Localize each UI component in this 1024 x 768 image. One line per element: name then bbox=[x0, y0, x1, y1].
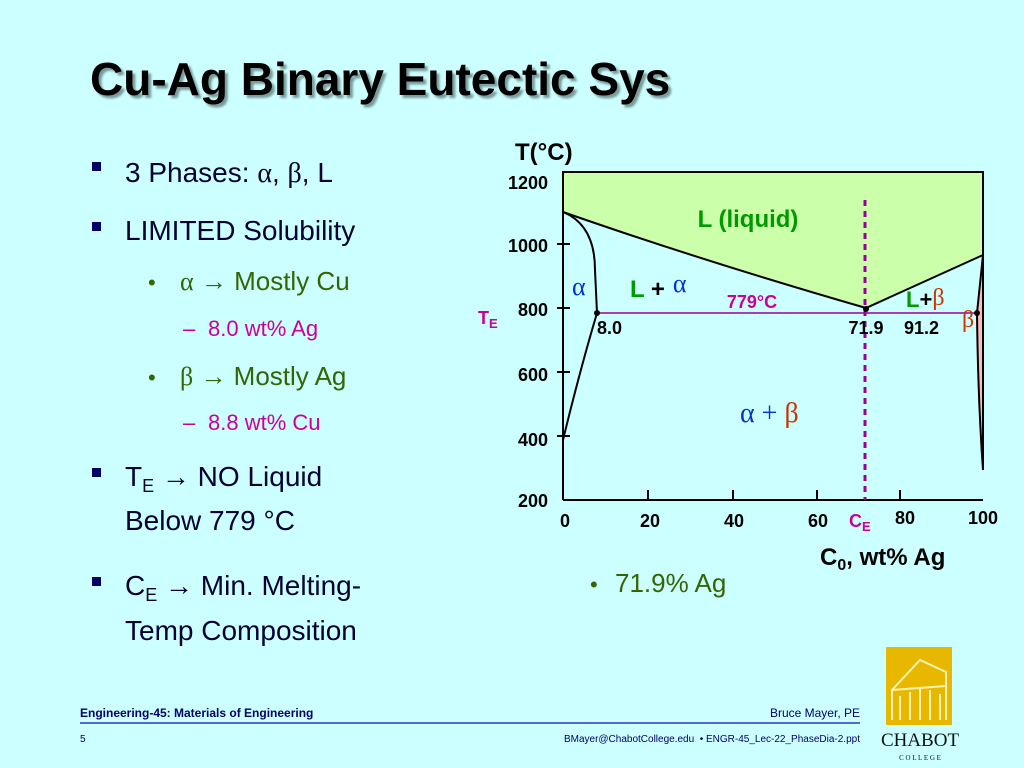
x-label: C0, wt% Ag bbox=[820, 544, 945, 574]
axis-frame bbox=[562, 171, 984, 500]
logo-building bbox=[891, 658, 947, 720]
beta-boundary bbox=[975, 254, 984, 471]
title: Cu-Ag Binary Eutectic Sys bbox=[90, 53, 670, 105]
bullet-square bbox=[92, 468, 101, 477]
eutectic-temp: 779°C bbox=[727, 292, 777, 312]
x-tick-label: 80 bbox=[895, 508, 915, 528]
y-label: T(°C) bbox=[515, 139, 573, 166]
y-tick-label: 600 bbox=[518, 365, 548, 385]
bullet-text: LIMITED Solubility bbox=[125, 215, 355, 246]
sub-bullet: • bbox=[590, 572, 598, 597]
region-label: α + β bbox=[740, 398, 799, 429]
x-tick-label: 100 bbox=[968, 508, 998, 528]
bullet-text: CE → Min. Melting- bbox=[125, 570, 361, 605]
bullets: 3 Phases: α, β, L LIMITED Solubility • α… bbox=[92, 157, 726, 646]
y-tick-label: 1200 bbox=[508, 173, 548, 193]
bullet-text: β → Mostly Ag bbox=[180, 361, 346, 391]
x-tick-label: 40 bbox=[724, 511, 744, 531]
beta-region bbox=[977, 255, 983, 470]
bullet-square bbox=[92, 577, 101, 586]
point bbox=[863, 306, 869, 312]
bullet-square bbox=[92, 162, 101, 171]
point-label: 8.0 bbox=[597, 318, 622, 338]
x-tick-label: 0 bbox=[560, 511, 570, 531]
y-tick-label: 800 bbox=[518, 300, 548, 320]
y-tick-label: 400 bbox=[518, 430, 548, 450]
x-ticks bbox=[647, 490, 901, 500]
liquidus bbox=[562, 211, 984, 310]
bullet-text: Temp Composition bbox=[125, 615, 357, 646]
bullet-text: TE → NO Liquid bbox=[125, 461, 322, 496]
x-tick-label: 60 bbox=[808, 511, 828, 531]
bullet-text: 3 Phases: α, β, L bbox=[125, 157, 333, 189]
region-label: β bbox=[962, 307, 974, 333]
liquid-region bbox=[563, 172, 983, 308]
point-label: 91.2 bbox=[904, 318, 939, 338]
alpha-solidus bbox=[562, 211, 598, 314]
bullet-text: 8.8 wt% Cu bbox=[208, 410, 321, 435]
point-label: 71.9 bbox=[848, 318, 883, 338]
point bbox=[974, 310, 980, 316]
logo-subtext: C O L L E G E bbox=[899, 754, 941, 762]
region-label: α bbox=[572, 272, 586, 301]
footer-course: Engineering-45: Materials of Engineering bbox=[80, 706, 313, 720]
te-label: TE bbox=[478, 308, 498, 331]
bullet-square bbox=[92, 222, 101, 231]
x-tick-label: 20 bbox=[640, 511, 660, 531]
region-label: L+β bbox=[906, 285, 945, 312]
dash: – bbox=[183, 316, 196, 341]
alpha-solvus bbox=[562, 312, 598, 441]
footer-file: BMayer@ChabotCollege.edu • ENGR-45_Lec-2… bbox=[564, 734, 860, 745]
y-tick-label: 200 bbox=[518, 491, 548, 511]
sub-bullet: • bbox=[148, 365, 156, 390]
ce-label: CE bbox=[849, 511, 871, 534]
footer-author: Bruce Mayer, PE bbox=[770, 706, 860, 720]
bullet-text: 71.9% Ag bbox=[615, 568, 726, 598]
logo: CHABOT C O L L E G E bbox=[881, 647, 960, 762]
bullet-text: α → Mostly Cu bbox=[180, 266, 350, 296]
bullet-text: 8.0 wt% Ag bbox=[208, 316, 318, 341]
phase-diagram: T(°C) 1200 1000 800 600 400 200 0 20 40 … bbox=[478, 139, 998, 574]
logo-text: CHABOT bbox=[881, 730, 960, 751]
sub-bullet: • bbox=[148, 270, 156, 295]
region-label: L + α bbox=[630, 269, 687, 303]
dash: – bbox=[183, 410, 196, 435]
y-ticks bbox=[557, 243, 570, 437]
point bbox=[594, 310, 600, 316]
bullet-text: Below 779 °C bbox=[125, 505, 295, 536]
page-number: 5 bbox=[80, 734, 86, 745]
region-label: L (liquid) bbox=[698, 206, 799, 233]
y-tick-label: 1000 bbox=[508, 236, 548, 256]
